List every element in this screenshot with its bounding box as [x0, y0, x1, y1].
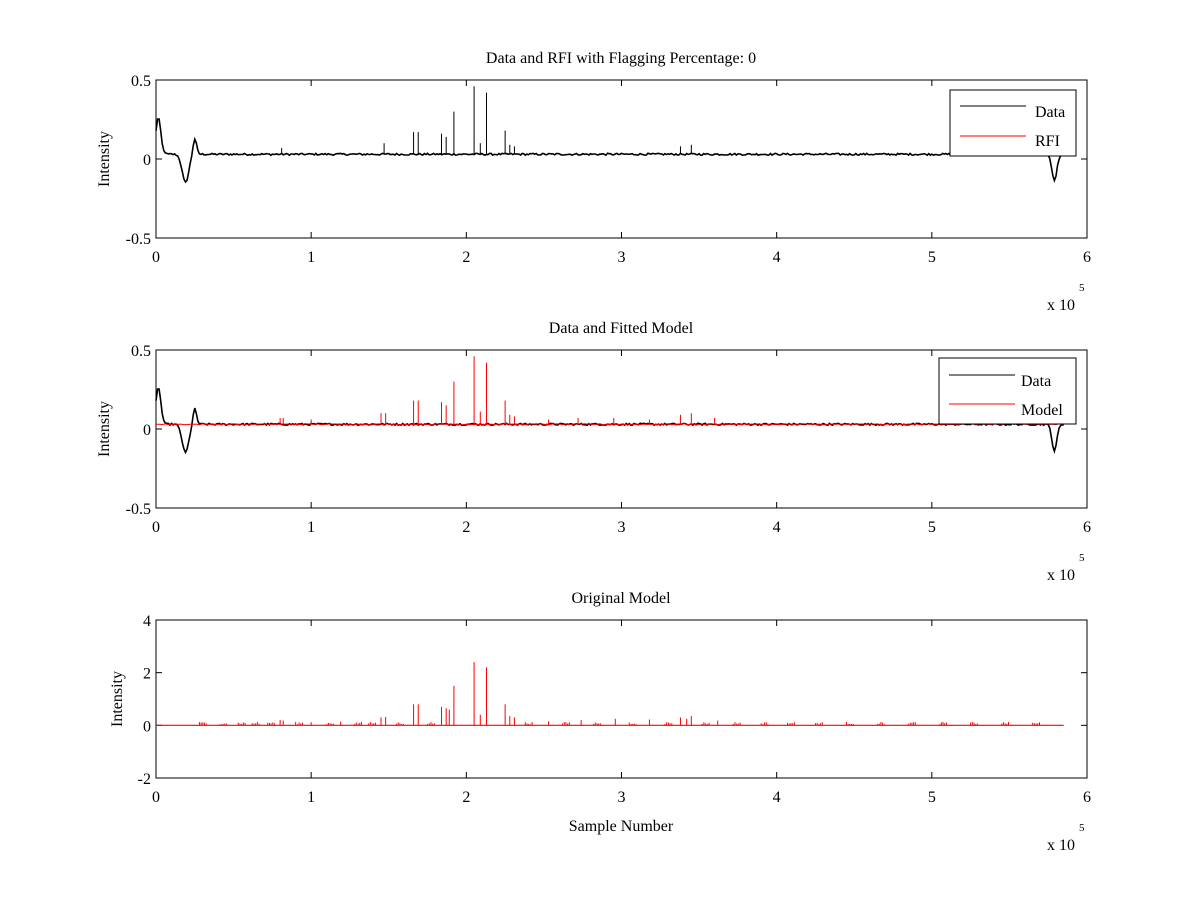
y-tick-label: -0.5 [126, 501, 151, 518]
x-tick-label: 3 [618, 249, 626, 266]
x-tick-label: 6 [1083, 249, 1091, 266]
plot-area: 0 1 2 3 4 5 6-0.500.5 [126, 73, 1091, 266]
y-tick-label: -0.5 [126, 231, 151, 248]
x-tick-label: 0 [152, 249, 160, 266]
chart-title: Data and RFI with Flagging Percentage: 0 [486, 50, 756, 67]
x-tick-label: 3 [618, 789, 626, 806]
legend-box [938, 357, 1077, 425]
x-exponent: 5 [1079, 552, 1085, 564]
x-exponent-label: x 10 [1047, 567, 1075, 584]
x-tick-label: 3 [618, 519, 626, 536]
y-tick-label: 0 [143, 152, 151, 169]
axes-box [155, 79, 1088, 239]
legend-label-rfi: RFI [1035, 133, 1060, 150]
axes-box [155, 619, 1088, 779]
y-axis-label: Intensity [109, 671, 126, 727]
data-series-line [155, 118, 1065, 184]
y-tick-label: 4 [143, 613, 151, 630]
y-tick-label: 0.5 [131, 73, 151, 90]
x-tick-label: 1 [307, 249, 315, 266]
chart-title: Original Model [571, 590, 671, 607]
x-axis-label: Sample Number [569, 818, 674, 835]
y-tick-label: 0 [143, 718, 151, 735]
x-tick-label: 2 [462, 789, 470, 806]
x-tick-label: 1 [307, 519, 315, 536]
x-tick-label: 2 [462, 519, 470, 536]
panel-data-and-rfi: Data and RFI with Flagging Percentage: 0… [96, 50, 1091, 314]
legend: Data Model [938, 357, 1077, 425]
legend-label-data: Data [1021, 373, 1051, 390]
legend-label-model: Model [1021, 402, 1063, 419]
legend-label-data: Data [1035, 104, 1065, 121]
x-tick-label: 4 [773, 789, 781, 806]
x-tick-label: 2 [462, 249, 470, 266]
x-tick-label: 6 [1083, 519, 1091, 536]
legend: Data RFI [949, 89, 1077, 157]
y-axis-label: Intensity [96, 131, 113, 187]
x-tick-label: 4 [773, 519, 781, 536]
x-tick-label: 6 [1083, 789, 1091, 806]
x-tick-label: 5 [928, 789, 936, 806]
y-axis-label: Intensity [96, 401, 113, 457]
data-series-line [155, 388, 1064, 455]
model-series-line [156, 423, 1063, 426]
x-exponent: 5 [1079, 282, 1085, 294]
x-exponent-label: x 10 [1047, 297, 1075, 314]
y-tick-label: 2 [143, 666, 151, 683]
chart-title: Data and Fitted Model [549, 320, 694, 337]
y-tick-label: -2 [138, 771, 151, 788]
x-exponent: 5 [1079, 822, 1085, 834]
panel-data-and-fitted-model: Data and Fitted Model Intensity 0 1 2 3 4 5 6 -… [96, 320, 1091, 584]
x-tick-label: 5 [928, 519, 936, 536]
legend-box [949, 89, 1077, 157]
x-exponent-label: x 10 [1047, 837, 1075, 854]
x-tick-label: 5 [928, 249, 936, 266]
x-tick-label: 1 [307, 789, 315, 806]
x-tick-label: 0 [152, 789, 160, 806]
y-tick-label: 0.5 [131, 343, 151, 360]
x-tick-label: 4 [773, 249, 781, 266]
plot-area: 0 1 2 3 4 5 6-0.500.5 [126, 343, 1091, 536]
y-tick-label: 0 [143, 422, 151, 439]
x-tick-label: 0 [152, 519, 160, 536]
